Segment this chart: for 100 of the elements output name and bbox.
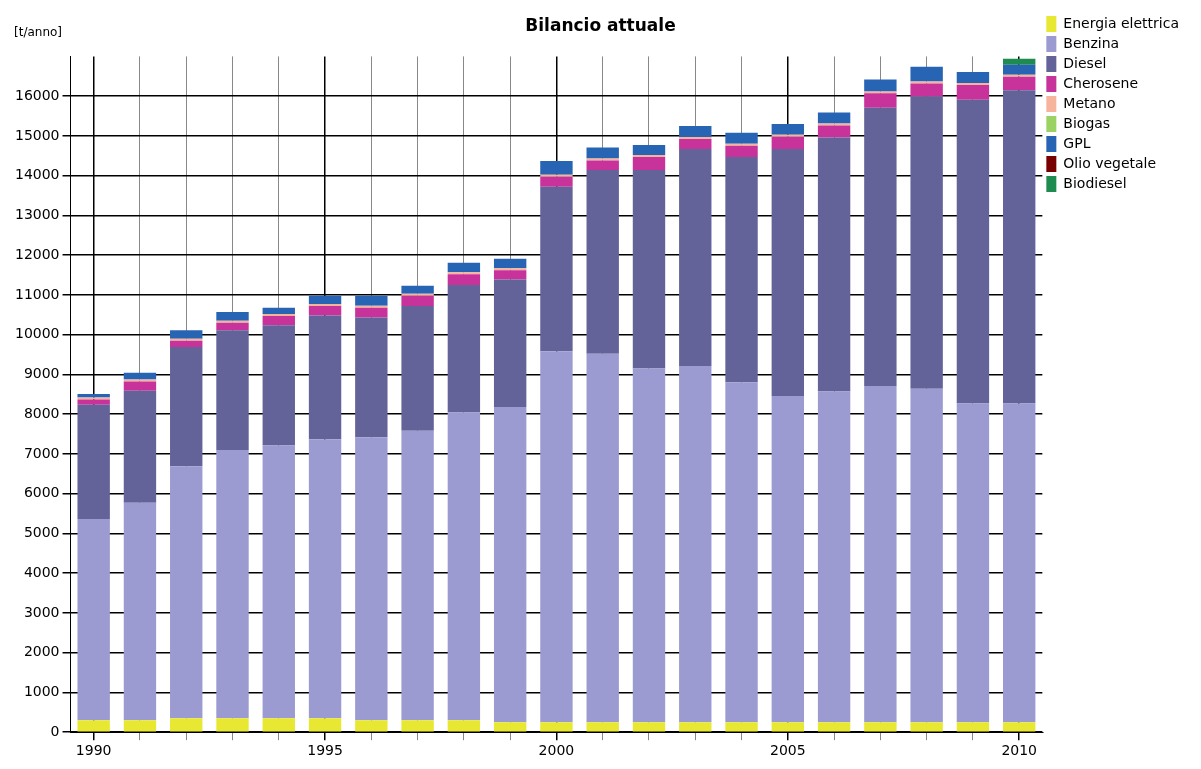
- bar: [910, 388, 943, 723]
- bar: [910, 66, 943, 82]
- bar: [493, 279, 527, 408]
- bar: [632, 722, 666, 732]
- bar: [216, 322, 249, 331]
- bar: [216, 449, 249, 719]
- bar: [262, 307, 295, 314]
- bar: [1003, 58, 1036, 65]
- bar: [864, 722, 897, 732]
- bar: [586, 353, 619, 723]
- bar: [586, 722, 619, 732]
- bar: [632, 170, 666, 369]
- bar: [123, 381, 157, 391]
- bar: [170, 340, 203, 347]
- bar: [679, 366, 712, 723]
- y-tick-label: 0: [50, 722, 60, 739]
- bar: [355, 307, 388, 318]
- y-tick-label: 3000: [23, 603, 60, 620]
- bar: [262, 445, 295, 719]
- bar: [1003, 90, 1036, 404]
- bar: [401, 285, 434, 294]
- bar: [216, 718, 249, 732]
- y-tick-label: 6000: [23, 484, 60, 501]
- bar: [1003, 64, 1036, 75]
- chart-title: Bilancio attuale: [525, 14, 676, 35]
- bar: [1003, 722, 1036, 732]
- bar: [632, 156, 666, 171]
- bar: [540, 160, 573, 175]
- bar: [493, 407, 527, 723]
- bar: [771, 123, 805, 135]
- bar: [77, 519, 110, 721]
- y-tick-label: 12000: [14, 245, 60, 262]
- x-tick-label: 2010: [1001, 742, 1038, 759]
- bar: [447, 284, 481, 413]
- bar: [1003, 76, 1036, 91]
- legend-label: Energia elettrica: [1063, 14, 1180, 31]
- bar: [817, 391, 851, 723]
- bar: [725, 145, 758, 157]
- y-tick-label: 7000: [23, 444, 60, 461]
- bar: [632, 145, 666, 155]
- bar: [170, 466, 203, 719]
- bar: [262, 718, 295, 732]
- bar: [956, 403, 990, 723]
- bar: [586, 160, 619, 171]
- bar: [817, 112, 851, 124]
- bar: [956, 85, 990, 100]
- bar: [447, 720, 481, 732]
- bar: [262, 325, 295, 446]
- bar: [355, 720, 388, 732]
- y-axis-title: [t/anno]: [14, 24, 63, 39]
- y-tick-label: 2000: [23, 643, 60, 660]
- bar: [540, 722, 573, 732]
- x-tick-label: 1990: [75, 742, 112, 759]
- bar: [725, 722, 758, 732]
- bar: [817, 722, 851, 732]
- bar: [493, 270, 527, 280]
- y-tick-label: 15000: [14, 126, 60, 143]
- bar: [586, 147, 619, 159]
- bar: [864, 93, 897, 108]
- bar: [308, 718, 342, 732]
- bar: [216, 330, 249, 450]
- x-tick-label: 2000: [538, 742, 575, 759]
- bar: [910, 722, 943, 732]
- bar: [170, 718, 203, 732]
- bar: [1003, 403, 1036, 723]
- bar: [771, 136, 805, 150]
- y-tick-label: 1000: [23, 683, 60, 700]
- bar: [77, 399, 110, 405]
- bar: [864, 107, 897, 386]
- bar: [123, 720, 157, 732]
- bar: [910, 96, 943, 389]
- bar: [123, 502, 157, 721]
- bar: [262, 315, 295, 326]
- y-tick-label: 10000: [14, 325, 60, 342]
- bar: [170, 330, 203, 339]
- y-tick-label: 13000: [14, 206, 60, 223]
- bar: [77, 720, 110, 732]
- bar: [447, 274, 481, 285]
- bar: [308, 315, 342, 440]
- bar: [632, 368, 666, 723]
- bar: [355, 295, 388, 306]
- bar: [308, 295, 342, 305]
- legend-label: Biogas: [1063, 114, 1111, 131]
- bar: [725, 132, 758, 144]
- bar: [679, 139, 712, 150]
- bar: [123, 390, 157, 503]
- bar: [910, 83, 943, 97]
- bar: [679, 125, 712, 138]
- y-tick-label: 9000: [23, 365, 60, 382]
- y-tick-label: 16000: [14, 86, 60, 103]
- x-tick-label: 1995: [307, 742, 343, 759]
- bar: [401, 306, 434, 431]
- bar: [771, 395, 805, 723]
- bar: [817, 137, 851, 392]
- bar: [77, 404, 110, 520]
- bar: [771, 722, 805, 732]
- bar: [447, 412, 481, 721]
- bar: [308, 439, 342, 719]
- legend-label: Cherosene: [1063, 74, 1139, 91]
- y-tick-label: 5000: [23, 524, 60, 541]
